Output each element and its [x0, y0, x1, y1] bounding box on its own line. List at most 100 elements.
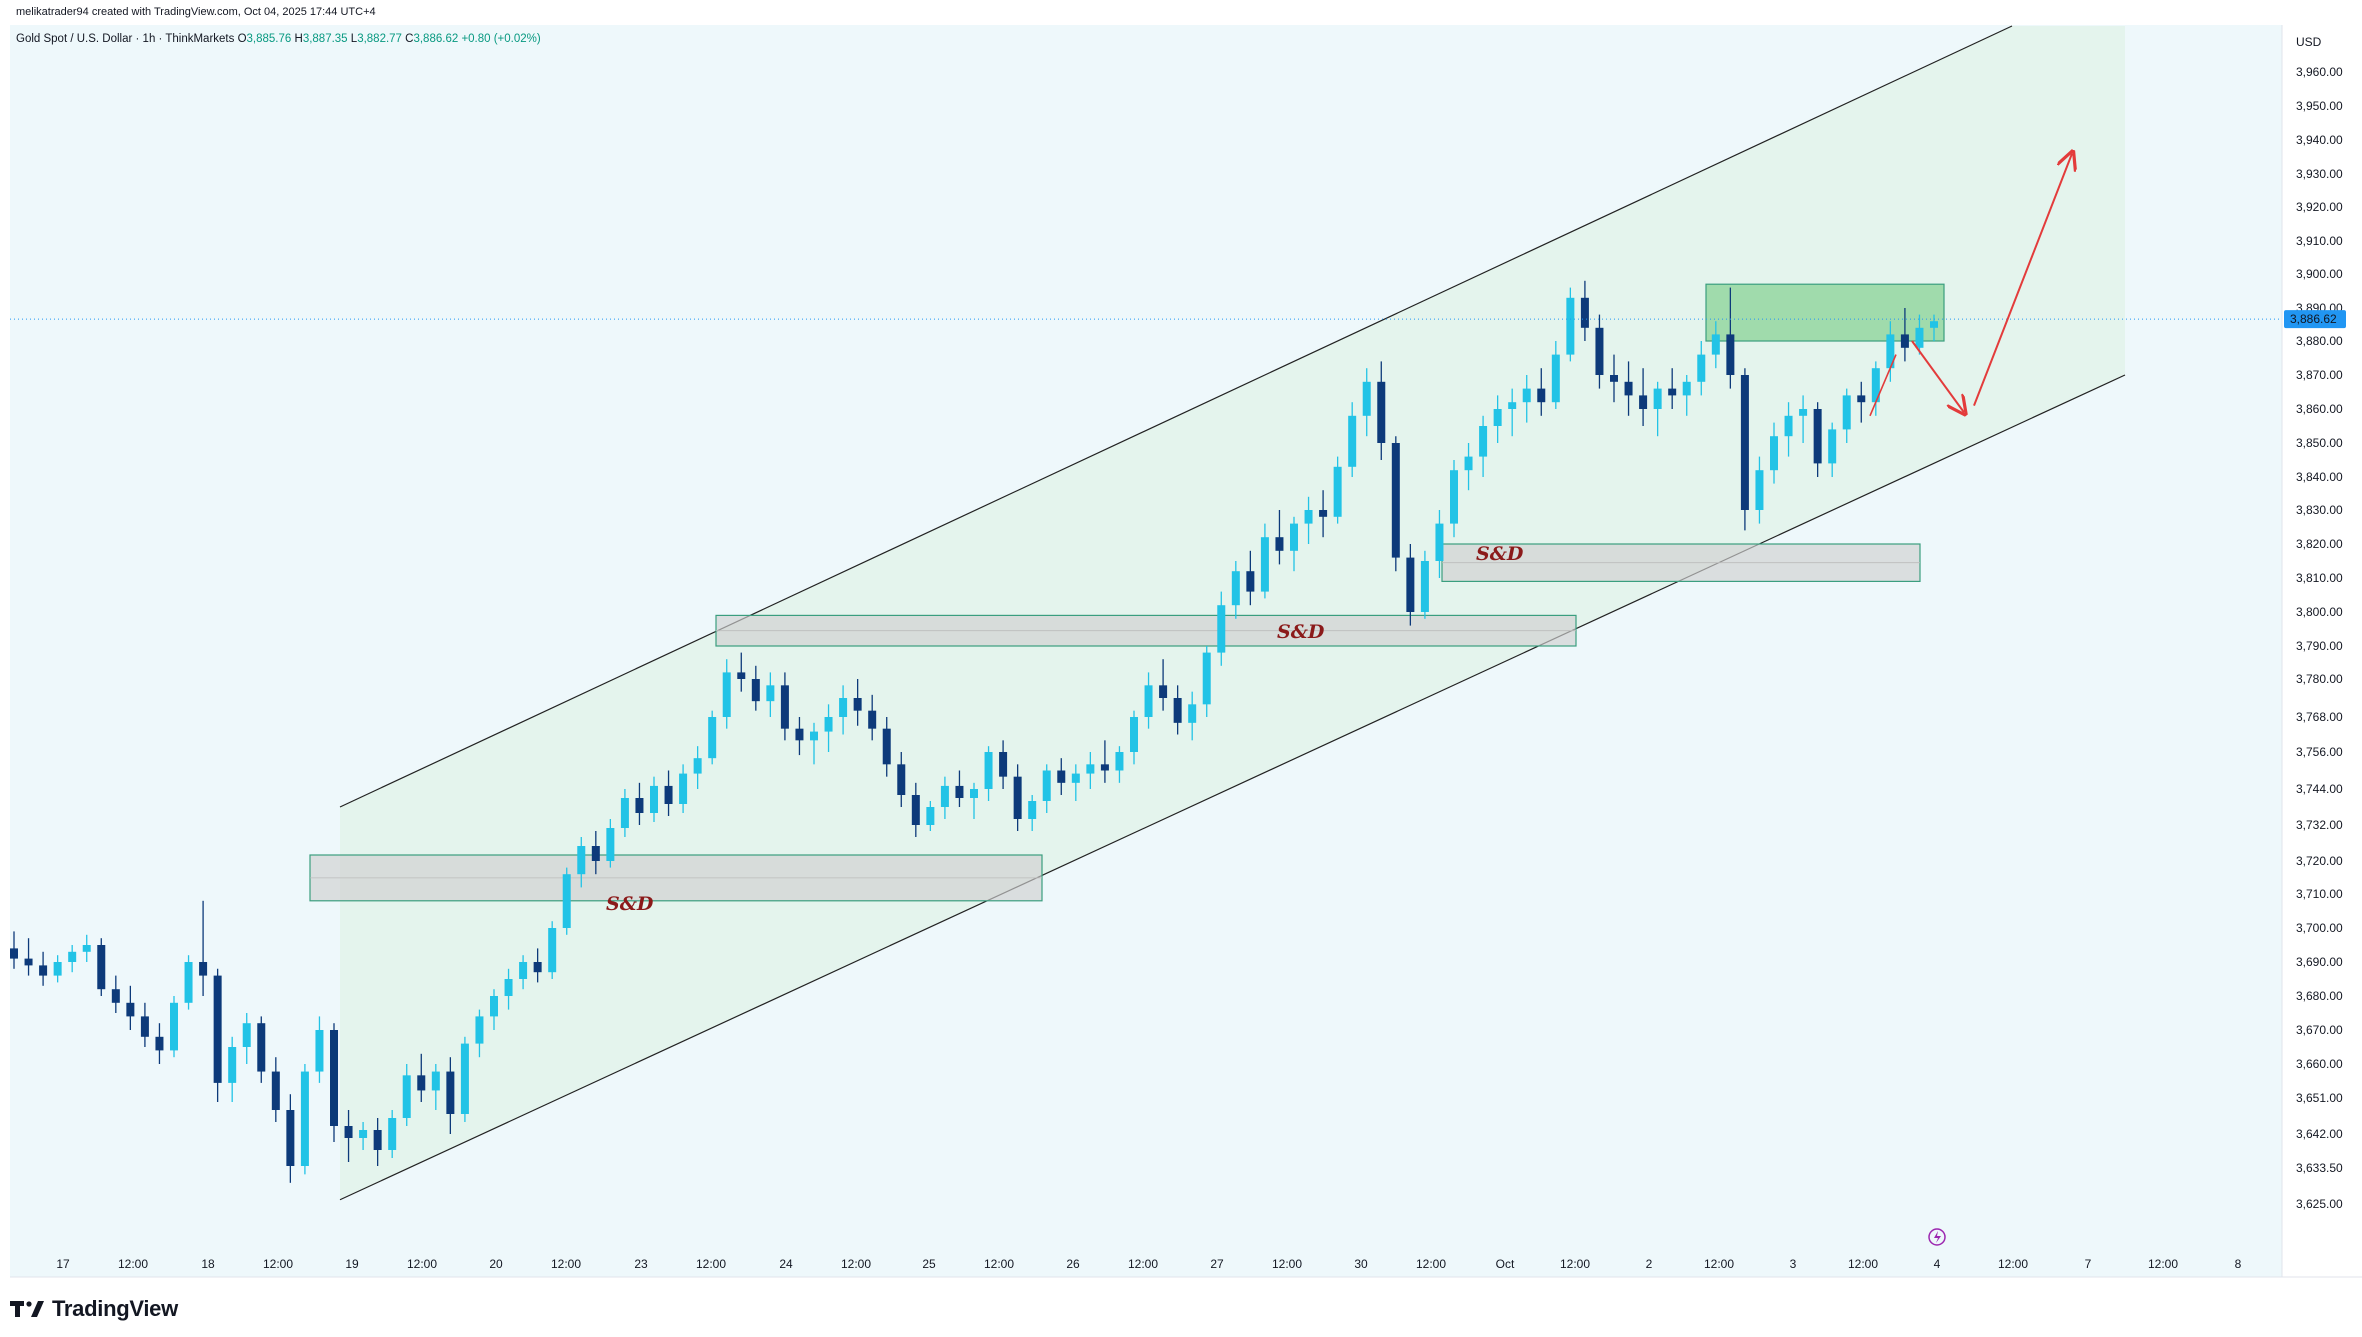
candle-body — [170, 1002, 178, 1051]
candle-body — [257, 1023, 266, 1072]
time-tick-label: 4 — [1934, 1257, 1941, 1271]
candle-body — [1828, 429, 1837, 464]
candle-body — [853, 698, 862, 711]
tradingview-icon — [10, 1301, 44, 1317]
time-axis[interactable]: 17 12:00 18 12:00 19 12:00 20 12:00 23 12:00 24 12:… — [10, 1228, 2362, 1278]
candle-body — [810, 731, 818, 741]
candle-body — [1202, 652, 1211, 705]
candle-body — [1406, 557, 1415, 612]
candle-body — [140, 1016, 149, 1037]
candle-body — [868, 710, 877, 729]
candle-body — [1784, 415, 1793, 437]
candle-body — [213, 975, 222, 1083]
price-tick-label: 3,840.00 — [2296, 470, 2343, 484]
time-tick-label: 27 — [1210, 1257, 1224, 1271]
candle-body — [1377, 381, 1386, 443]
time-tick-label: 12:00 — [1416, 1257, 1446, 1271]
price-tick-label: 3,768.00 — [2296, 710, 2343, 724]
candle-body — [1275, 537, 1284, 551]
candle-body — [286, 1110, 295, 1166]
candle-body — [1886, 334, 1895, 369]
candle-body — [1057, 770, 1066, 783]
candle-body — [1639, 395, 1648, 409]
price-tick-label: 3,900.00 — [2296, 267, 2343, 281]
candle-body — [1450, 470, 1458, 524]
candle-body — [1319, 510, 1328, 517]
candle-body — [24, 958, 33, 966]
candle-body — [1100, 764, 1109, 771]
open-label: O — [237, 33, 247, 45]
high-value: 3,887.35 — [302, 33, 348, 45]
candle-body — [315, 1030, 324, 1072]
candle-body — [1086, 764, 1095, 774]
price-tick-label: 3,810.00 — [2296, 571, 2343, 585]
candle-body — [1420, 561, 1429, 612]
time-tick-label: 3 — [1790, 1257, 1797, 1271]
symbol-legend[interactable]: Gold Spot / U.S. Dollar · 1h · ThinkMark… — [16, 33, 541, 45]
price-tick-label: 3,870.00 — [2296, 368, 2343, 382]
candle-body — [1290, 523, 1298, 551]
attribution-text: melikatrader94 created with TradingView.… — [16, 6, 376, 18]
time-tick-label: 12:00 — [1272, 1257, 1302, 1271]
candle-body — [1668, 388, 1677, 396]
candle-body — [882, 728, 891, 765]
candle-body — [1770, 436, 1778, 471]
candle-body — [475, 1016, 484, 1044]
candle-body — [1522, 388, 1531, 403]
candle-body — [417, 1075, 426, 1091]
time-tick-label: 23 — [634, 1257, 648, 1271]
candle-body — [1130, 717, 1138, 752]
time-tick-label: 20 — [489, 1257, 503, 1271]
price-axis[interactable]: USD 3,960.00 3,950.00 3,940.00 3,930.00 3,920… — [2281, 25, 2346, 1277]
candle-body — [1246, 571, 1255, 592]
channel-upper-line — [339, 25, 2013, 808]
candle-body — [1042, 770, 1051, 801]
candle-body — [1813, 409, 1822, 464]
price-tick-label: 3,820.00 — [2296, 537, 2343, 551]
candle-body — [1348, 415, 1357, 467]
channel-lower-line — [339, 374, 2126, 1201]
symbol-title[interactable]: Gold Spot / U.S. Dollar · 1h · ThinkMark… — [16, 33, 235, 45]
tradingview-logo[interactable]: TradingView — [10, 1294, 178, 1324]
candle-body — [562, 874, 571, 928]
time-tick-label: 25 — [922, 1257, 936, 1271]
candle-body — [68, 951, 77, 962]
time-tick-label: 12:00 — [551, 1257, 581, 1271]
candle-body — [1435, 523, 1444, 561]
candle-body — [460, 1043, 469, 1114]
candle-body — [39, 965, 48, 976]
candle-body — [693, 758, 702, 774]
time-tick-label: 19 — [345, 1257, 359, 1271]
candle-body — [970, 789, 978, 798]
currency-label: USD — [2296, 35, 2322, 49]
candle-body — [300, 1071, 309, 1166]
candle-body — [519, 962, 528, 979]
time-tick-label: 24 — [779, 1257, 793, 1271]
candle-body — [1740, 375, 1749, 510]
price-tick-label: 3,690.00 — [2296, 955, 2343, 969]
candle-body — [751, 679, 760, 702]
candle-body — [1013, 776, 1022, 819]
brand-name: TradingView — [52, 1296, 178, 1321]
price-tick-label: 3,850.00 — [2296, 436, 2343, 450]
time-tick-label: 12:00 — [984, 1257, 1014, 1271]
candles-layer — [10, 280, 2282, 1183]
candle-body — [344, 1126, 353, 1138]
price-tick-label: 3,720.00 — [2296, 854, 2343, 868]
candle-body — [1188, 704, 1197, 723]
candle-body — [533, 962, 542, 973]
price-tick-label: 3,950.00 — [2296, 99, 2343, 113]
price-tick-label: 3,830.00 — [2296, 503, 2343, 517]
price-tick-label: 3,910.00 — [2296, 234, 2343, 248]
candle-body — [490, 996, 498, 1017]
close-value: 3,886.62 — [413, 33, 459, 45]
channel-fill — [340, 26, 2125, 1200]
candle-body — [82, 945, 91, 952]
candle-body — [926, 807, 935, 825]
channel-layer — [339, 25, 2126, 1201]
candle-body — [373, 1130, 382, 1150]
candle-body — [504, 979, 513, 996]
time-tick-label: 12:00 — [1704, 1257, 1734, 1271]
change-value: +0.80 (+0.02%) — [461, 33, 541, 45]
